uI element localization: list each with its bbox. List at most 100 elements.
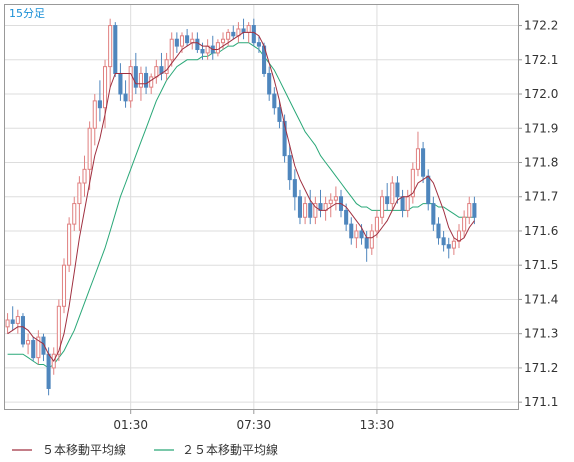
candle-body-down — [431, 203, 436, 225]
candle — [277, 100, 282, 129]
candle — [231, 25, 236, 40]
candle — [10, 306, 15, 331]
candle-body-up — [164, 59, 169, 74]
candle — [292, 169, 297, 211]
candle-body-down — [41, 336, 46, 355]
candle — [349, 217, 354, 245]
candle — [313, 196, 318, 225]
candle — [344, 203, 349, 231]
candle-body-down — [10, 319, 15, 324]
x-tick-label: 07:30 — [237, 418, 272, 432]
candle-body-down — [308, 203, 313, 218]
x-tick-label: 13:30 — [360, 418, 395, 432]
candle-body-down — [231, 31, 236, 37]
candle — [144, 66, 149, 95]
candle-body-down — [251, 25, 256, 44]
candle — [374, 210, 379, 238]
y-tick-label: 171.2 — [524, 361, 558, 375]
candle — [174, 32, 179, 53]
candle-body-down — [287, 155, 292, 181]
candle-body-down — [344, 209, 349, 225]
y-tick-label: 171.7 — [524, 190, 558, 204]
candle — [472, 196, 477, 225]
candle — [436, 217, 441, 245]
y-tick-label: 172.1 — [524, 53, 558, 67]
candle-body-up — [169, 38, 174, 61]
candle — [31, 337, 36, 362]
candle-body-up — [246, 25, 251, 33]
candle — [333, 186, 338, 211]
candle-body-down — [446, 244, 451, 249]
candle — [41, 333, 46, 362]
y-tick-label: 171.1 — [524, 395, 558, 409]
candle — [20, 313, 25, 348]
candle-body-down — [200, 49, 205, 54]
candle — [67, 217, 72, 273]
candle-body-up — [67, 223, 72, 266]
y-tick-label: 171.5 — [524, 258, 558, 272]
candle-body-down — [272, 93, 277, 109]
candle-body-down — [441, 237, 446, 246]
candle-body-down — [349, 223, 354, 239]
candle-body-down — [113, 25, 118, 74]
candle-body-up — [149, 76, 154, 88]
candle-body-up — [380, 196, 385, 218]
candle-body-down — [282, 120, 287, 157]
candle — [441, 230, 446, 252]
legend-ma5-label: ５本移動平均線 — [42, 442, 126, 457]
candle-body-down — [31, 340, 36, 359]
candle-body-up — [333, 196, 338, 201]
candle-body-down — [97, 100, 102, 109]
candle-body-down — [256, 42, 261, 47]
candle — [390, 176, 395, 211]
candle-body-up — [102, 66, 108, 109]
candle-body-down — [359, 230, 364, 239]
candle — [451, 237, 456, 255]
candle-body-down — [277, 107, 282, 122]
candle-body-up — [374, 216, 379, 232]
candle-body-up — [451, 240, 456, 249]
candle — [87, 121, 92, 190]
candle-body-down — [400, 196, 405, 211]
candle-body-down — [364, 237, 369, 249]
legend-ma25-label: ２５本移動平均線 — [182, 442, 278, 457]
candle-body-down — [426, 175, 431, 205]
candle-body-down — [395, 182, 400, 198]
candle-body-up — [313, 203, 318, 218]
candle-body-down — [46, 353, 51, 389]
candle — [102, 59, 108, 129]
candle — [169, 32, 174, 67]
candle — [385, 183, 390, 211]
candle — [185, 28, 190, 47]
candle — [215, 39, 220, 57]
candle — [287, 145, 292, 190]
candle — [97, 80, 102, 122]
candle-body-up — [467, 203, 472, 218]
candle-body-up — [26, 340, 31, 345]
y-tick-label: 172.2 — [524, 19, 558, 33]
candle-body-up — [405, 196, 410, 211]
candle — [415, 131, 421, 177]
candle-body-down — [436, 223, 441, 239]
candle-body-down — [174, 38, 179, 47]
candle — [72, 196, 77, 231]
candle — [421, 141, 426, 184]
candle-body-down — [421, 148, 426, 177]
ma25-line — [7, 42, 475, 369]
candle — [82, 155, 87, 197]
candle-body-down — [385, 196, 390, 205]
candle-body-up — [179, 35, 185, 47]
candle — [36, 330, 41, 365]
candle-body-up — [82, 168, 87, 184]
candle-body-up — [190, 38, 195, 44]
candle — [92, 94, 97, 146]
ma25-line-group — [7, 42, 475, 369]
candle — [462, 210, 467, 238]
candle-body-down — [292, 179, 297, 198]
candle-body-up — [154, 66, 159, 78]
candle-body-up — [410, 168, 415, 198]
candle — [5, 313, 10, 334]
candle — [354, 224, 359, 249]
candle-body-up — [5, 319, 10, 328]
